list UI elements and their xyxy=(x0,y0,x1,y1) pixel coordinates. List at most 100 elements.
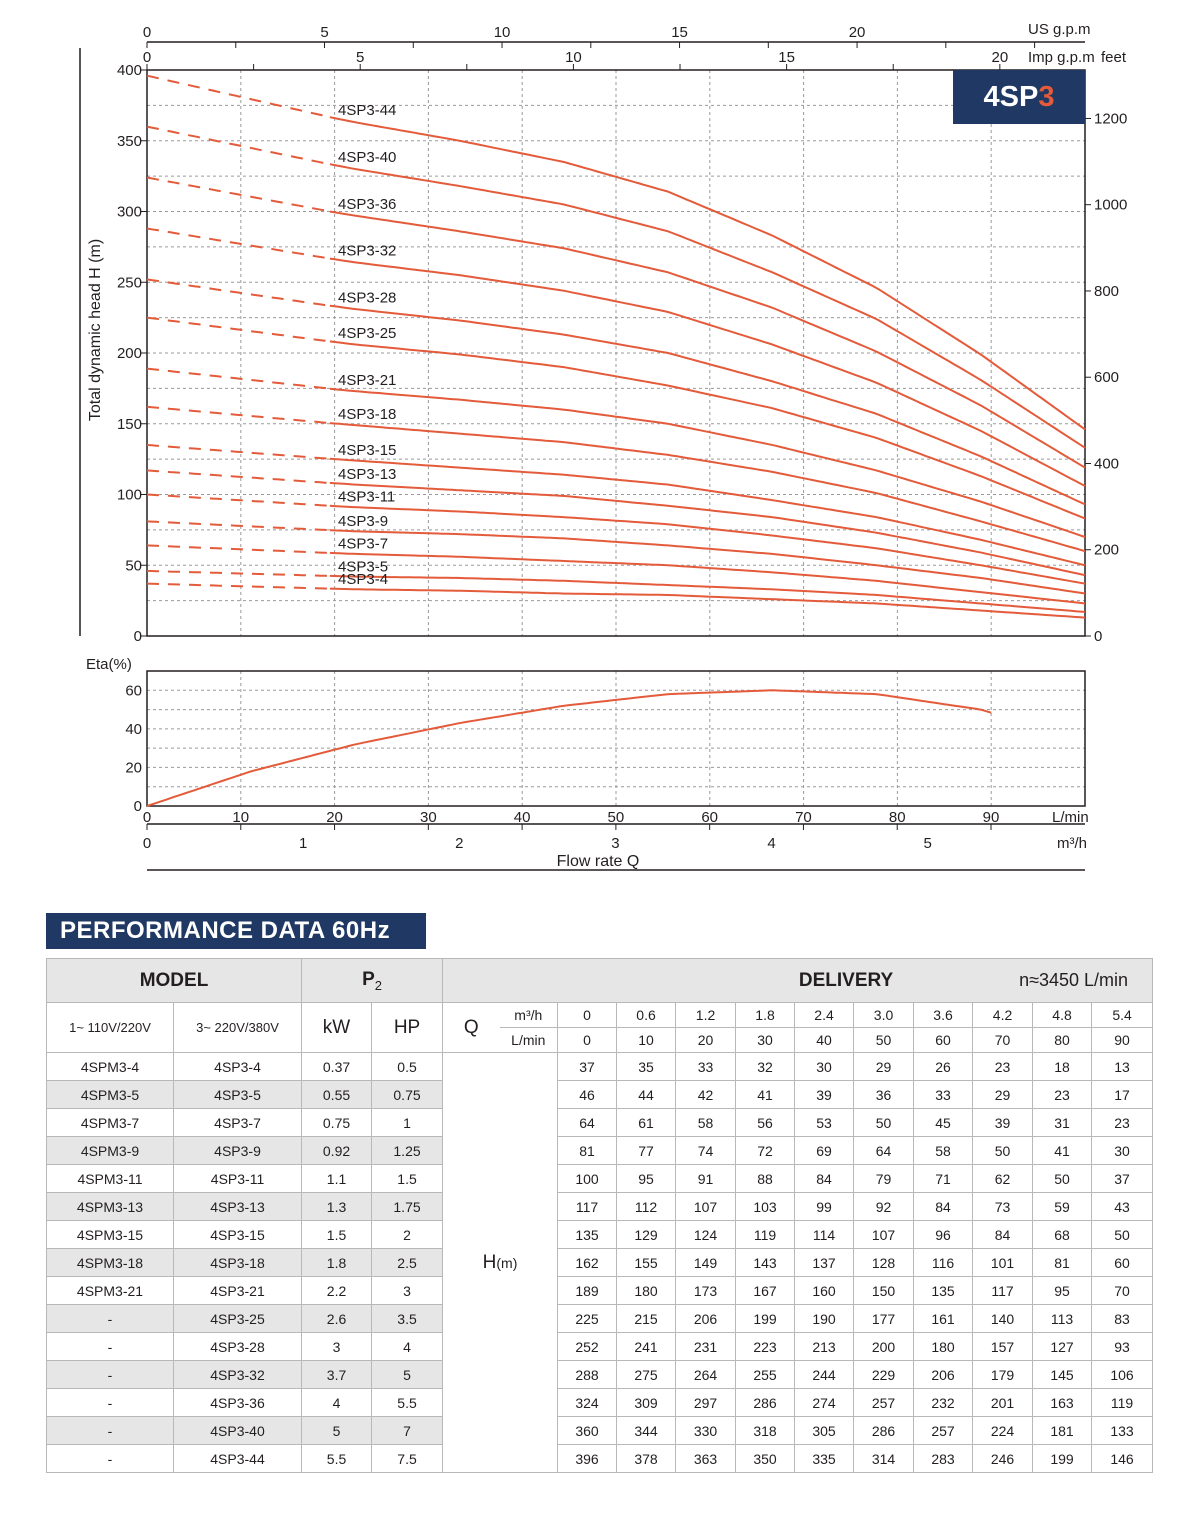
head-value: 29 xyxy=(853,1052,915,1081)
head-value: 274 xyxy=(794,1388,855,1417)
three-phase-model: 4SP3-40 xyxy=(172,1416,303,1445)
curve-label: 4SP3-28 xyxy=(338,290,396,307)
section-title: PERFORMANCE DATA 60Hz xyxy=(46,913,426,949)
table-row: -4SP3-25 2.6 3.5 225 215 206 199 190 177 161 140 11… xyxy=(46,1304,1154,1333)
table-row: -4SP3-28 3 4 252 241 231 223 213 200 180 157 127 93 xyxy=(46,1332,1154,1361)
head-value: 150 xyxy=(853,1276,915,1305)
single-phase-model: 4SPM3-7 xyxy=(46,1108,174,1137)
head-value: 35 xyxy=(616,1052,677,1081)
head-value: 50 xyxy=(1032,1164,1093,1193)
eta-label: Eta(%) xyxy=(86,656,132,673)
eta-tick-label: 60 xyxy=(125,682,142,699)
curve-solid xyxy=(329,504,1086,585)
head-value: 84 xyxy=(794,1164,855,1193)
head-value: 64 xyxy=(853,1136,915,1165)
curve-label: 4SP3-11 xyxy=(338,489,395,506)
lmin-tick-label: 50 xyxy=(608,809,625,826)
head-value: 114 xyxy=(794,1220,855,1249)
single-phase-model: 4SPM3-18 xyxy=(46,1248,174,1277)
curve-dashed xyxy=(146,74,331,118)
head-value: 160 xyxy=(794,1276,855,1305)
m3h-tick-label: 3 xyxy=(611,835,619,852)
y2-tick-label: 800 xyxy=(1094,283,1119,300)
head-value: 62 xyxy=(972,1164,1034,1193)
head-value: 69 xyxy=(794,1136,855,1165)
three-phase-model: 4SP3-44 xyxy=(172,1444,303,1473)
head-value: 23 xyxy=(972,1052,1034,1081)
y2-tick-label: 600 xyxy=(1094,369,1119,386)
three-phase-model: 4SP3-9 xyxy=(172,1136,303,1165)
head-value: 231 xyxy=(675,1332,737,1361)
q-m3h-value: 0 xyxy=(557,1002,618,1028)
curve-dashed xyxy=(146,444,330,460)
power-hp: 5.5 xyxy=(371,1388,444,1417)
head-value: 309 xyxy=(616,1388,677,1417)
y2-tick-label: 0 xyxy=(1094,628,1102,645)
head-value: 257 xyxy=(913,1416,974,1445)
curve-dashed xyxy=(146,469,330,484)
curve-dashed xyxy=(146,582,330,590)
curve-label: 4SP3-7 xyxy=(338,535,388,552)
single-phase-model: 4SPM3-11 xyxy=(46,1164,174,1193)
head-value: 30 xyxy=(1091,1136,1154,1165)
head-value: 127 xyxy=(1032,1332,1093,1361)
head-value: 199 xyxy=(1032,1444,1093,1473)
imp-gpm-label: 10 xyxy=(565,49,582,66)
q-m3h-value: 3.6 xyxy=(913,1002,974,1028)
head-value: 143 xyxy=(735,1248,796,1277)
single-phase-model: - xyxy=(46,1304,174,1333)
curve-label: 4SP3-5 xyxy=(338,558,388,575)
q-lmin-value: 60 xyxy=(913,1027,974,1053)
m3h-tick-label: 1 xyxy=(299,835,307,852)
table-row: 4SPM3-7 4SP3-7 0.75 1 64 61 58 56 53 50 45 39 31 23 xyxy=(46,1108,1154,1137)
three-phase-model: 4SP3-28 xyxy=(172,1332,303,1361)
head-value: 50 xyxy=(972,1136,1034,1165)
head-value: 107 xyxy=(675,1192,737,1221)
head-value: 173 xyxy=(675,1276,737,1305)
hp-header: HP xyxy=(371,1002,444,1053)
head-value: 39 xyxy=(972,1108,1034,1137)
head-value: 396 xyxy=(557,1444,618,1473)
curve-dashed xyxy=(146,520,330,532)
curve-solid xyxy=(329,574,1086,613)
head-value: 180 xyxy=(616,1276,677,1305)
head-value: 58 xyxy=(675,1108,737,1137)
head-value: 50 xyxy=(1091,1220,1154,1249)
head-value: 43 xyxy=(1091,1192,1154,1221)
three-phase-model: 4SP3-36 xyxy=(172,1388,303,1417)
head-value: 162 xyxy=(557,1248,618,1277)
head-value: 213 xyxy=(794,1332,855,1361)
q-lmin-value: 10 xyxy=(616,1027,677,1053)
head-value: 135 xyxy=(557,1220,618,1249)
us-gpm-label: 10 xyxy=(494,24,511,41)
head-value: 73 xyxy=(972,1192,1034,1221)
three-phase-model: 4SP3-18 xyxy=(172,1248,303,1277)
head-value: 180 xyxy=(913,1332,974,1361)
head-value: 232 xyxy=(913,1388,974,1417)
power-hp: 4 xyxy=(371,1332,444,1361)
head-value: 286 xyxy=(735,1388,796,1417)
model-badge xyxy=(953,70,1085,124)
power-hp: 1.25 xyxy=(371,1136,444,1165)
head-value: 199 xyxy=(735,1304,796,1333)
head-value: 53 xyxy=(794,1108,855,1137)
curve-label: 4SP3-32 xyxy=(338,243,396,260)
table-row: 4SPM3-21 4SP3-21 2.2 3 189 180 173 167 160 150 135… xyxy=(46,1276,1154,1305)
head-value: 179 xyxy=(972,1360,1034,1389)
head-value: 106 xyxy=(1091,1360,1154,1389)
y2-tick-label: 200 xyxy=(1094,542,1119,559)
curve-solid xyxy=(329,387,1086,538)
curve-solid xyxy=(329,304,1086,506)
flow-rate-label: Flow rate Q xyxy=(557,853,640,870)
m3h-unit: m³/h xyxy=(1057,835,1087,852)
delivery-header: DELIVERY n≈3450 L/min xyxy=(442,958,1154,1003)
head-value: 206 xyxy=(675,1304,737,1333)
head-value: 79 xyxy=(853,1164,915,1193)
head-value: 50 xyxy=(853,1108,915,1137)
head-value: 59 xyxy=(1032,1192,1093,1221)
head-value: 71 xyxy=(913,1164,974,1193)
head-value: 330 xyxy=(675,1416,737,1445)
q-lmin-value: 90 xyxy=(1091,1027,1154,1053)
head-label: H(m) xyxy=(442,1052,559,1473)
power-kw: 0.75 xyxy=(301,1108,373,1137)
